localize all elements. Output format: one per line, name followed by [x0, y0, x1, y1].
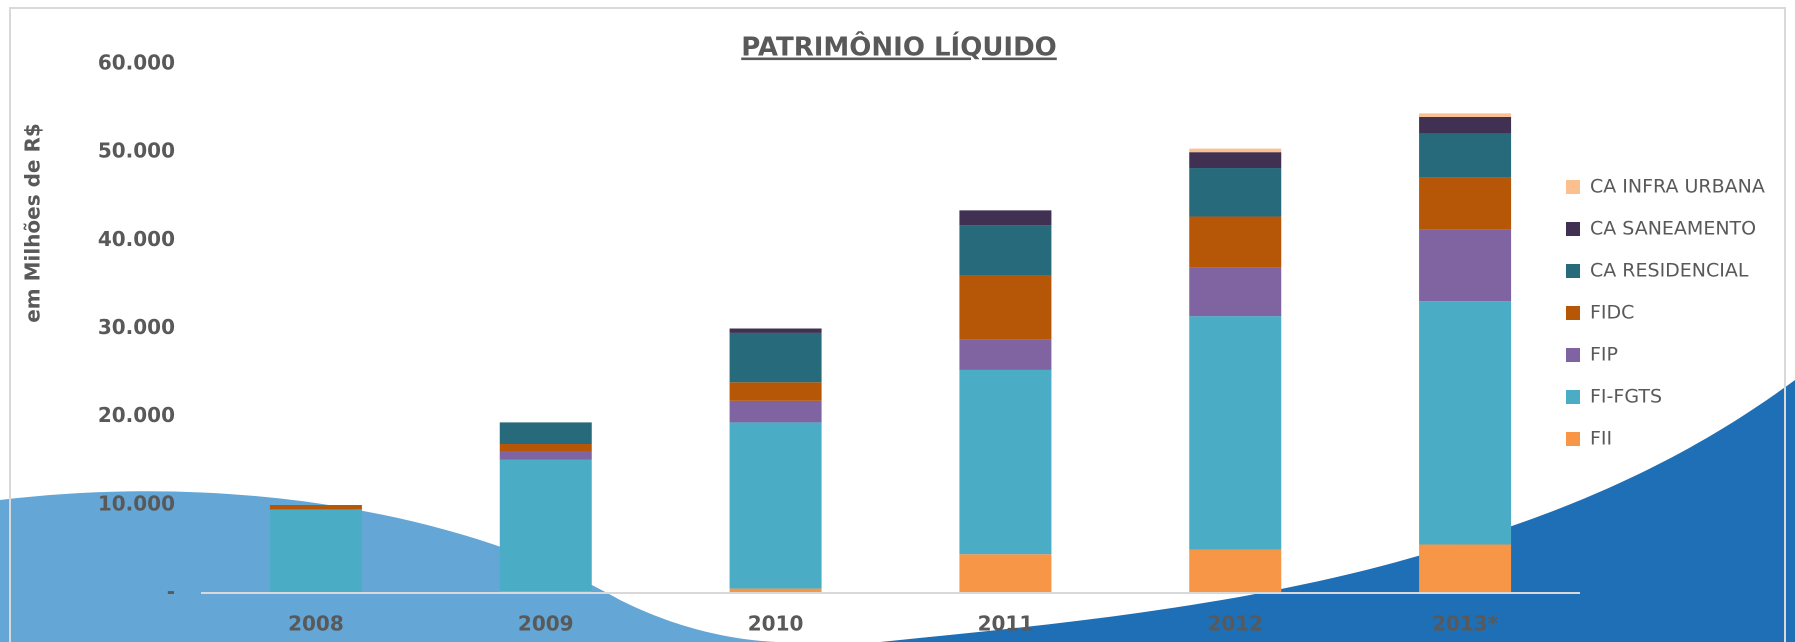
bar-segment	[729, 422, 822, 589]
y-tick-label: 20.000	[98, 403, 175, 427]
bar-segment	[269, 509, 362, 593]
y-tick-label: 60.000	[98, 51, 175, 75]
bar-segment	[499, 451, 592, 460]
y-tick-label: -	[167, 580, 175, 604]
x-tick-label: 2013*	[1432, 612, 1499, 636]
bar-segment	[1419, 116, 1512, 134]
legend-swatch	[1566, 222, 1580, 236]
chart-title: PATRIMÔNIO LÍQUIDO	[741, 31, 1057, 63]
x-tick-label: 2008	[288, 612, 344, 636]
legend-swatch	[1566, 432, 1580, 446]
legend-swatch	[1566, 264, 1580, 278]
legend-swatch	[1566, 180, 1580, 194]
legend-label: FI-FGTS	[1590, 386, 1662, 408]
legend-swatch	[1566, 390, 1580, 404]
bar-segment	[959, 210, 1052, 226]
bar-segment	[1189, 168, 1282, 217]
x-tick-label: 2010	[748, 612, 804, 636]
bar-segment	[959, 275, 1052, 340]
bar-segment	[729, 332, 822, 383]
y-tick-label: 40.000	[98, 227, 175, 251]
chart-border	[9, 7, 1786, 642]
x-tick-label: 2011	[978, 612, 1034, 636]
legend-label: CA SANEAMENTO	[1590, 218, 1756, 240]
bar-segment	[959, 554, 1052, 593]
bar-segment	[1189, 267, 1282, 317]
bar-segment	[729, 382, 822, 401]
bar-segment	[1419, 113, 1512, 117]
wave-dark	[880, 380, 1795, 642]
bar-segment	[1189, 549, 1282, 593]
bar-segment	[959, 339, 1052, 370]
y-tick-label: 10.000	[98, 491, 175, 515]
bar-segment	[499, 459, 592, 592]
bar-segment	[1419, 177, 1512, 230]
bar-segment	[1419, 301, 1512, 545]
bar-segment	[1419, 133, 1512, 178]
x-tick-label: 2009	[518, 612, 574, 636]
wave-light	[0, 491, 820, 642]
y-tick-label: 50.000	[98, 139, 175, 163]
bar-segment	[1189, 148, 1282, 153]
y-tick-label: 30.000	[98, 315, 175, 339]
bar-segment	[729, 328, 822, 333]
legend-swatch	[1566, 348, 1580, 362]
y-axis-label: em Milhões de R$	[21, 123, 45, 323]
bar-segment	[1189, 152, 1282, 169]
bar-segment	[959, 225, 1052, 276]
legend-swatch	[1566, 306, 1580, 320]
bar-segment	[1189, 216, 1282, 268]
bar-segment	[269, 505, 362, 510]
bar-segment	[499, 422, 592, 444]
bar-segment	[1189, 316, 1282, 550]
bar-segment	[729, 588, 822, 593]
bar-segment	[729, 400, 822, 423]
legend-label: FIP	[1590, 344, 1618, 366]
x-tick-label: 2012	[1207, 612, 1263, 636]
bar-segment	[1419, 544, 1512, 593]
legend-label: CA INFRA URBANA	[1590, 176, 1765, 198]
bar-segment	[1419, 229, 1512, 302]
bar-segment	[959, 369, 1052, 555]
legend-label: CA RESIDENCIAL	[1590, 260, 1749, 282]
bar-segment	[499, 443, 592, 452]
legend-label: FII	[1590, 428, 1612, 450]
legend-label: FIDC	[1590, 302, 1634, 324]
